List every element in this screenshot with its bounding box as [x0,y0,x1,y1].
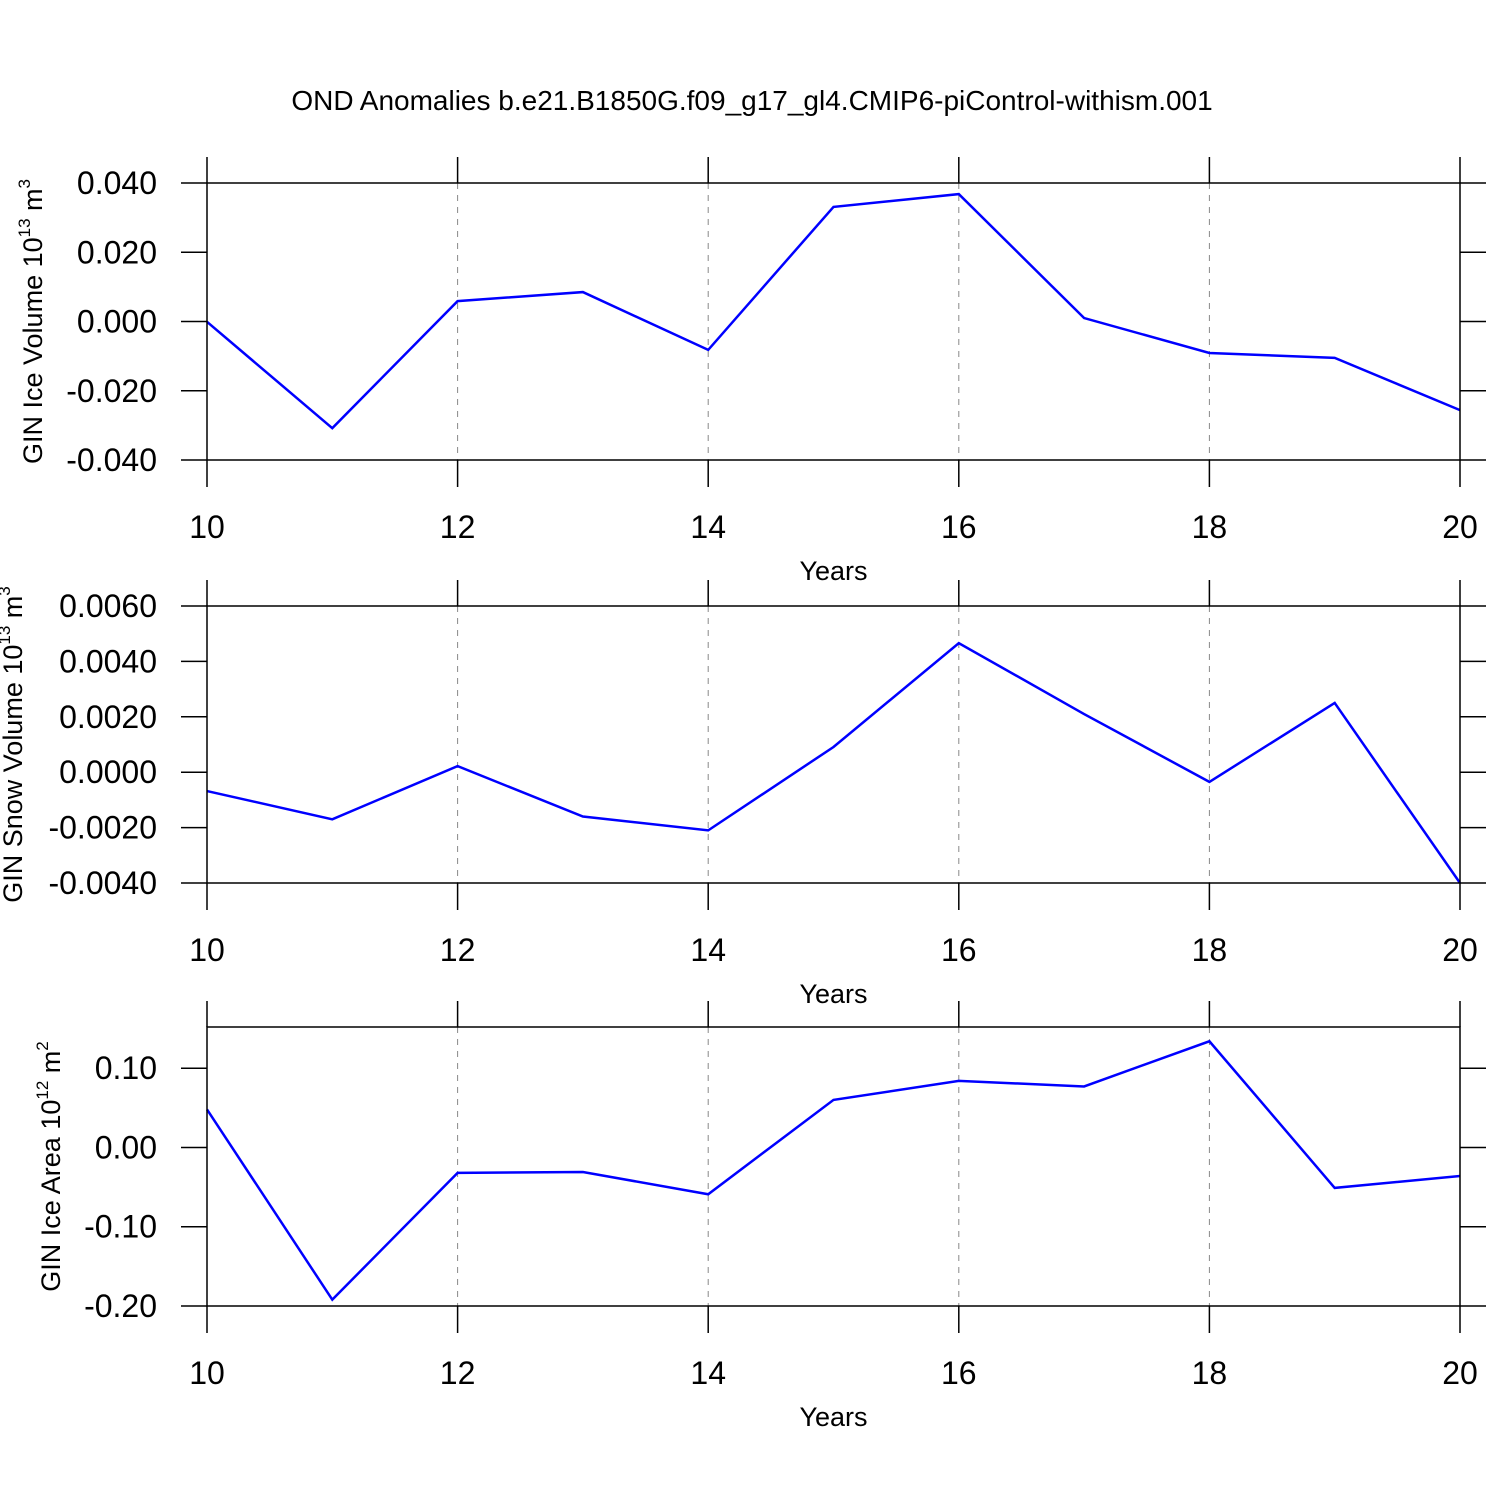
y-tick-label: 0.00 [95,1129,157,1165]
y-axis-label: GIN Ice Area 1012 m2 [33,1041,66,1292]
x-tick-label: 10 [189,1355,225,1391]
y-axis-label-exponent: 12 [33,1081,52,1100]
x-tick-label: 10 [189,509,225,545]
y-tick-label: 0.040 [77,165,157,201]
y-axis-label-exponent: 13 [15,218,34,237]
x-tick-label: 16 [941,1355,977,1391]
x-tick-label: 14 [690,1355,726,1391]
x-tick-label: 18 [1192,932,1228,968]
y-axis-label-part: m [0,596,28,626]
y-axis-label-exponent: 3 [15,179,34,188]
y-axis-label-part: GIN Ice Area 10 [36,1100,66,1292]
y-axis-label-part: m [18,188,48,218]
data-line [205,1039,1461,1302]
y-axis-label-part: m [36,1051,66,1081]
y-tick-label: 0.0060 [59,588,157,624]
y-axis-label-exponent: 2 [33,1041,52,1050]
y-tick-label: -0.0020 [48,810,157,846]
x-tick-label: 20 [1442,1355,1478,1391]
x-axis-label: Years [799,556,867,586]
plot-frame [206,182,1461,461]
x-tick-label: 16 [941,932,977,968]
data-line [206,641,1462,884]
y-tick-label: -0.10 [84,1209,157,1245]
plot-frame [206,605,1461,884]
x-tick-label: 12 [440,509,476,545]
y-tick-label: 0.0040 [59,643,157,679]
y-axis-label-part: GIN Snow Volume 10 [0,645,28,903]
y-tick-label: 0.0020 [59,699,157,735]
y-tick-label: -0.020 [66,373,157,409]
x-tick-label: 16 [941,509,977,545]
x-tick-label: 14 [690,509,726,545]
y-tick-label: -0.0040 [48,865,157,901]
y-tick-label: 0.020 [77,234,157,270]
x-tick-label: 10 [189,932,225,968]
plot-frame [206,1026,1461,1307]
x-tick-label: 20 [1442,932,1478,968]
y-axis-label-exponent: 3 [0,586,14,595]
y-tick-label: 0.10 [95,1050,157,1086]
y-tick-label: -0.20 [84,1288,157,1324]
data-line [206,192,1461,430]
y-tick-label: 0.0000 [59,754,157,790]
x-tick-label: 12 [440,932,476,968]
x-tick-label: 12 [440,1355,476,1391]
y-axis-label: GIN Ice Volume 1013 m3 [15,179,48,464]
y-tick-label: -0.040 [66,442,157,478]
x-tick-label: 18 [1192,1355,1228,1391]
x-axis-label: Years [799,1402,867,1432]
y-axis-label-part: GIN Ice Volume 10 [18,237,48,464]
x-axis-label: Years [799,979,867,1009]
x-tick-label: 20 [1442,509,1478,545]
x-tick-label: 14 [690,932,726,968]
figure-title: OND Anomalies b.e21.B1850G.f09_g17_gl4.C… [291,85,1212,116]
y-axis-label: GIN Snow Volume 1013 m3 [0,586,28,903]
y-axis-label-exponent: 13 [0,626,14,645]
x-tick-label: 18 [1192,509,1228,545]
y-tick-label: 0.000 [77,304,157,340]
